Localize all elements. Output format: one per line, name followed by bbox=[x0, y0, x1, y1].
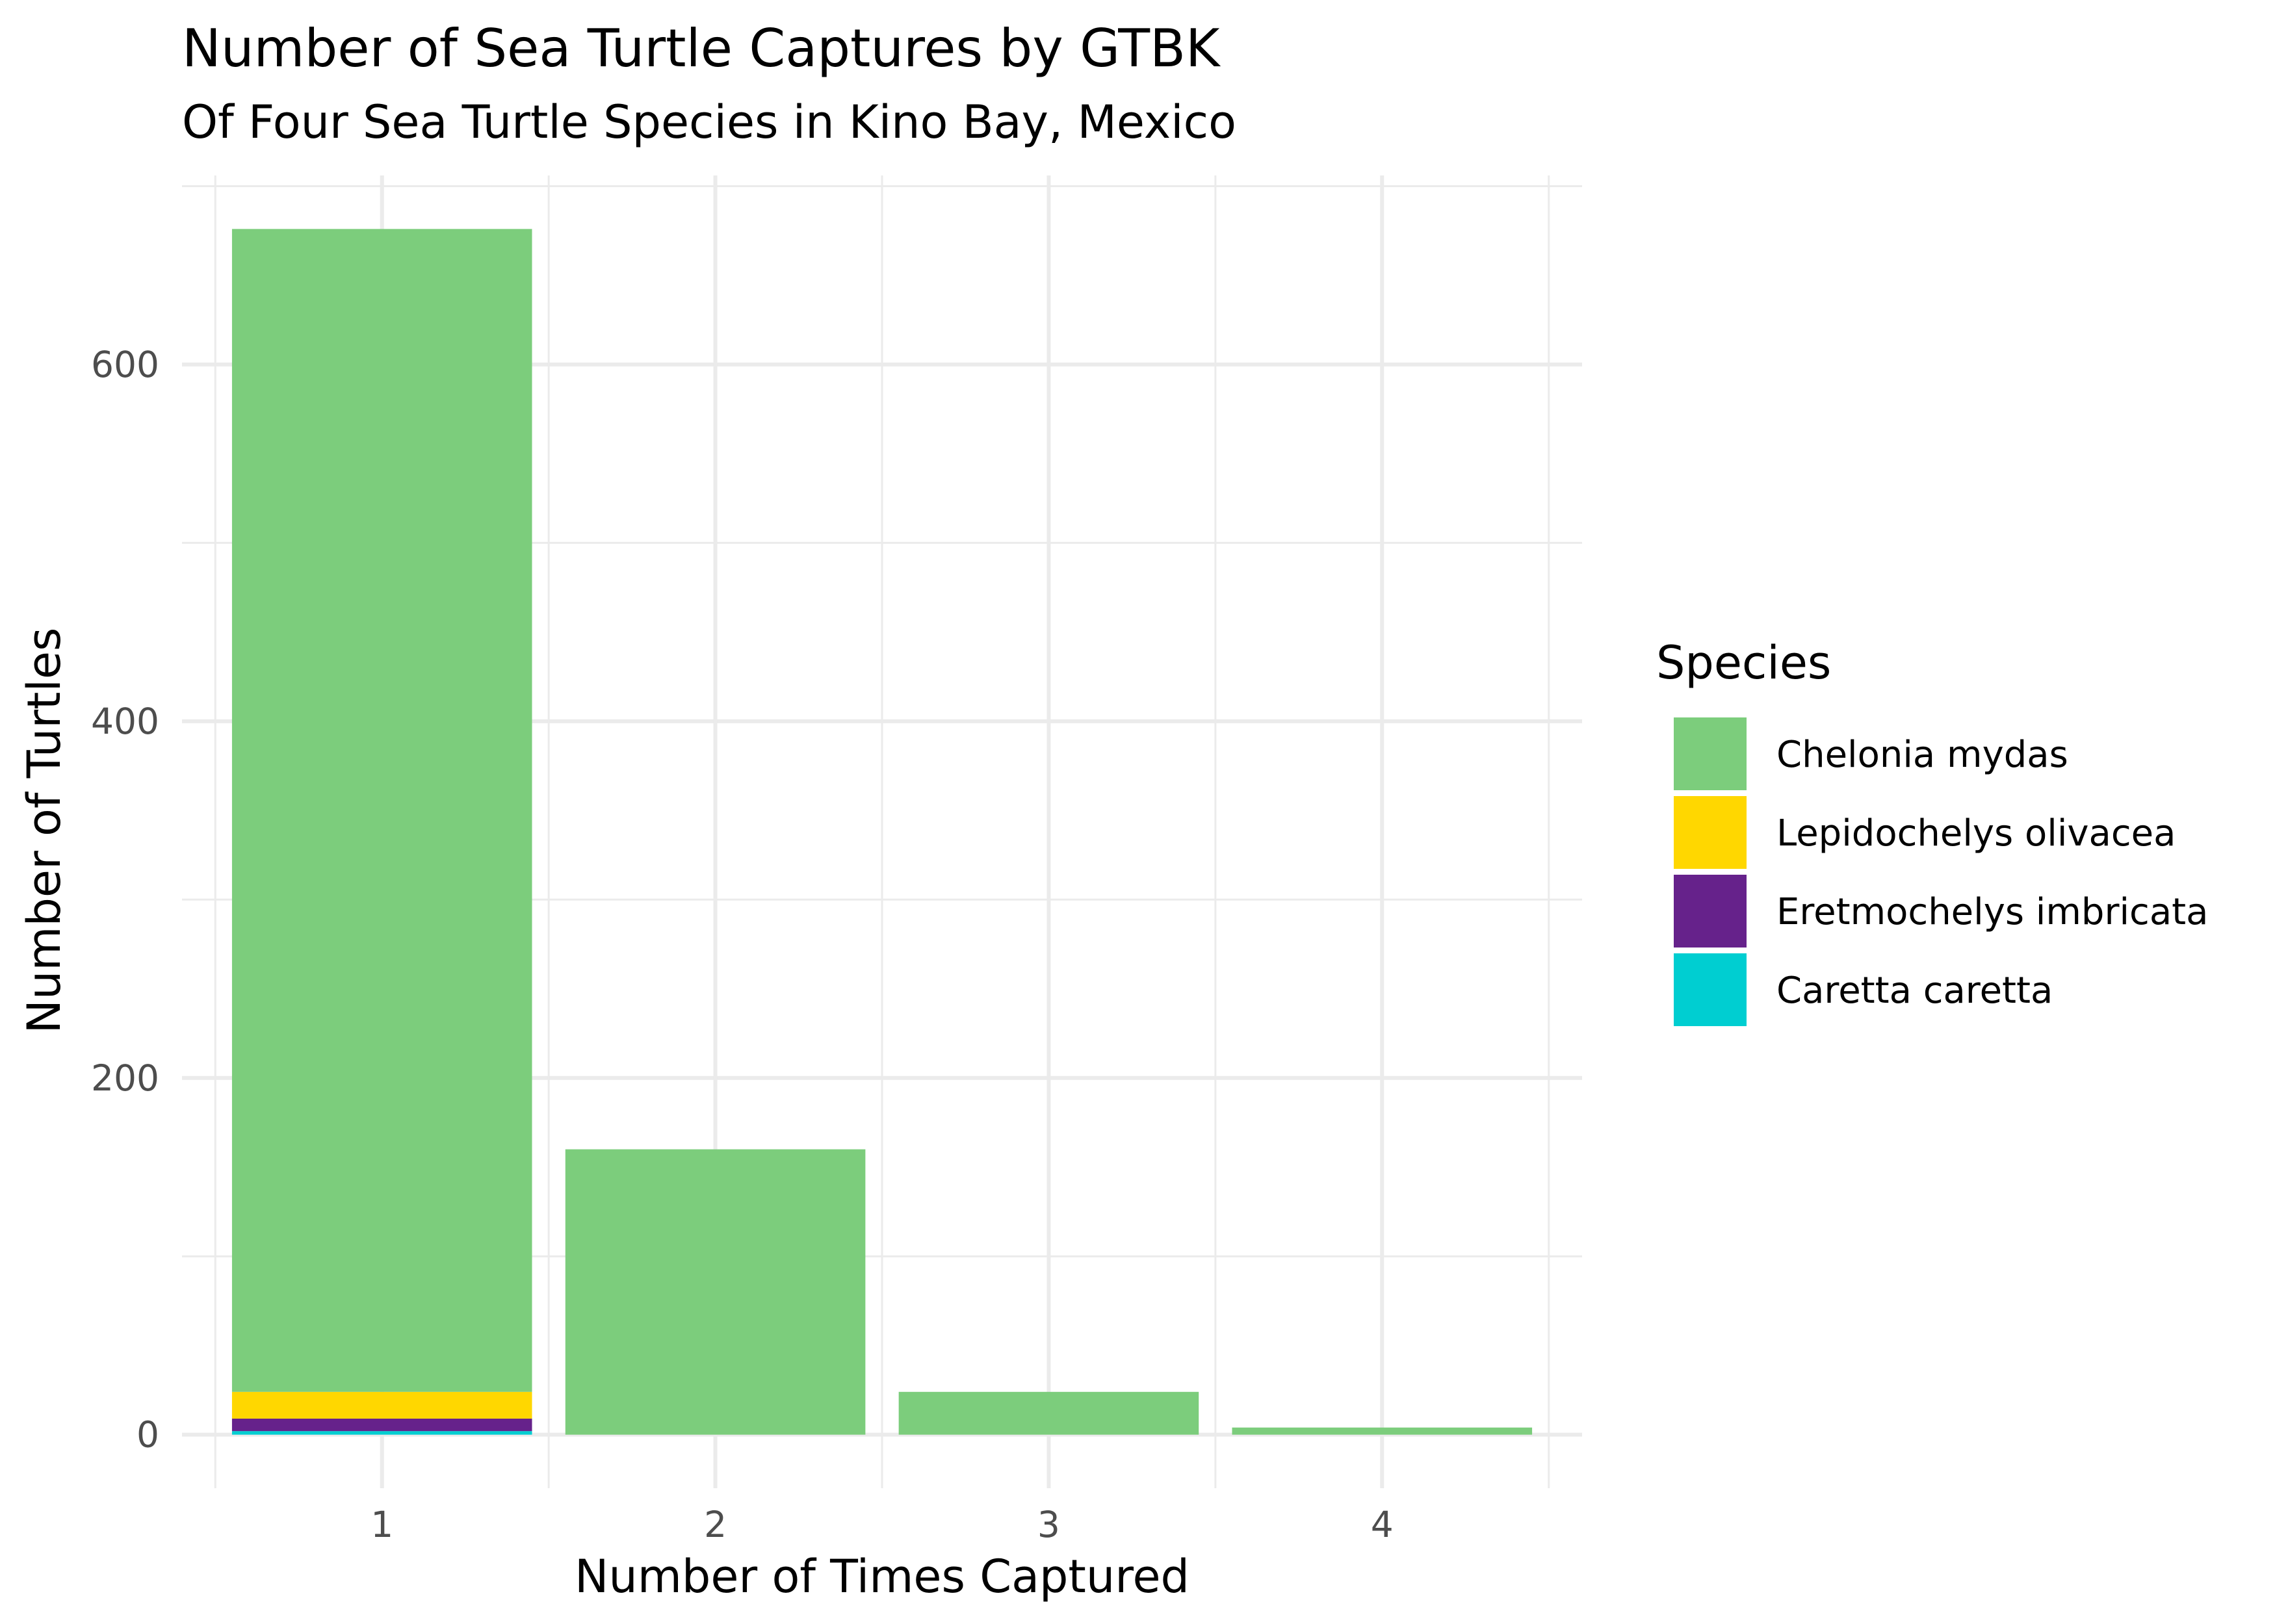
y-tick-label: 200 bbox=[91, 1057, 159, 1099]
chart-title: Number of Sea Turtle Captures by GTBK bbox=[182, 18, 1221, 79]
bar-3-chelonia-mydas bbox=[898, 1391, 1199, 1435]
x-axis-ticks: 1 2 3 4 bbox=[370, 1504, 1394, 1545]
x-tick-label: 4 bbox=[1371, 1504, 1394, 1545]
legend-key-chelonia-mydas bbox=[1674, 717, 1747, 790]
legend-label: Lepidochelys olivacea bbox=[1776, 812, 2176, 855]
y-tick-label: 0 bbox=[136, 1414, 159, 1456]
legend-label: Caretta caretta bbox=[1776, 970, 2053, 1012]
bars bbox=[231, 229, 1533, 1435]
bar-1-caretta-caretta bbox=[231, 1431, 532, 1435]
x-tick-label: 2 bbox=[704, 1504, 727, 1545]
y-tick-label: 400 bbox=[91, 701, 159, 742]
y-tick-label: 600 bbox=[91, 344, 159, 385]
legend-key-eretmochelys-imbricata bbox=[1674, 875, 1747, 947]
y-axis-title: Number of Turtles bbox=[18, 628, 71, 1034]
bar-1-eretmochelys-imbricata bbox=[231, 1418, 532, 1432]
bar-2-chelonia-mydas bbox=[565, 1149, 866, 1435]
legend-title: Species bbox=[1656, 636, 1831, 690]
chart-subtitle: Of Four Sea Turtle Species in Kino Bay, … bbox=[182, 96, 1236, 149]
legend-key-caretta-caretta bbox=[1674, 953, 1747, 1026]
y-axis-ticks: 0 200 400 600 bbox=[91, 344, 159, 1456]
legend-label: Eretmochelys imbricata bbox=[1776, 891, 2208, 933]
legend-key-lepidochelys-olivacea bbox=[1674, 796, 1747, 869]
legend: Species Chelonia mydas Lepidochelys oliva… bbox=[1656, 636, 2208, 1026]
x-axis-title: Number of Times Captured bbox=[575, 1550, 1190, 1603]
bar-4-chelonia-mydas bbox=[1232, 1427, 1533, 1435]
x-tick-label: 1 bbox=[370, 1504, 393, 1545]
bar-1-chelonia-mydas bbox=[231, 229, 532, 1392]
legend-label: Chelonia mydas bbox=[1776, 734, 2068, 776]
bar-1-lepidochelys-olivacea bbox=[231, 1391, 532, 1419]
x-tick-label: 3 bbox=[1037, 1504, 1060, 1545]
